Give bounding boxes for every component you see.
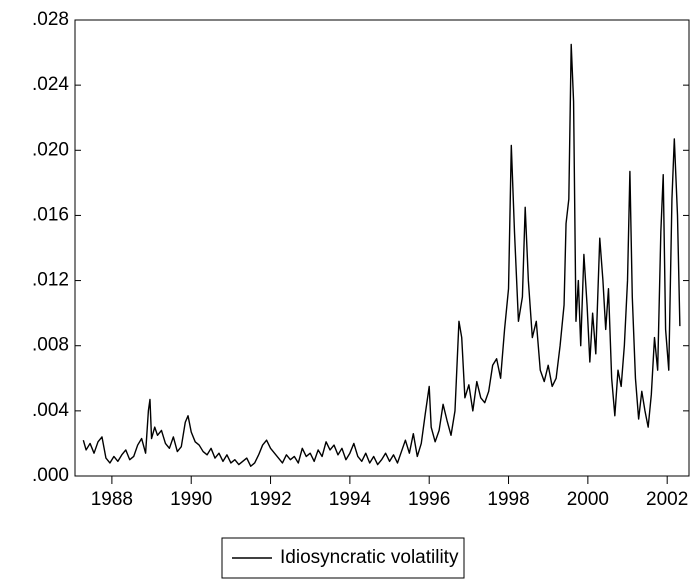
y-tick-label: .008 — [32, 335, 69, 356]
x-tick-label: 1990 — [170, 489, 212, 510]
x-tick-label: 1998 — [487, 489, 529, 510]
x-tick-label: 1994 — [329, 489, 372, 510]
y-tick-label: .004 — [32, 400, 69, 421]
y-tick-label: .024 — [32, 74, 69, 95]
y-tick-label: .012 — [32, 270, 69, 291]
x-tick-label: 1996 — [408, 489, 450, 510]
x-tick-label: 1992 — [249, 489, 291, 510]
plot-frame — [74, 19, 690, 477]
legend-label: Idiosyncratic volatility — [280, 547, 459, 568]
y-tick-label: .020 — [32, 139, 69, 160]
y-tick-label: .000 — [32, 465, 69, 486]
y-tick-label: .016 — [32, 204, 69, 225]
x-tick-label: 1988 — [91, 489, 133, 510]
series-line — [82, 43, 681, 467]
x-tick-label: 2002 — [646, 489, 688, 510]
x-tick-label: 2000 — [567, 489, 609, 510]
y-tick-label: .028 — [32, 9, 69, 30]
